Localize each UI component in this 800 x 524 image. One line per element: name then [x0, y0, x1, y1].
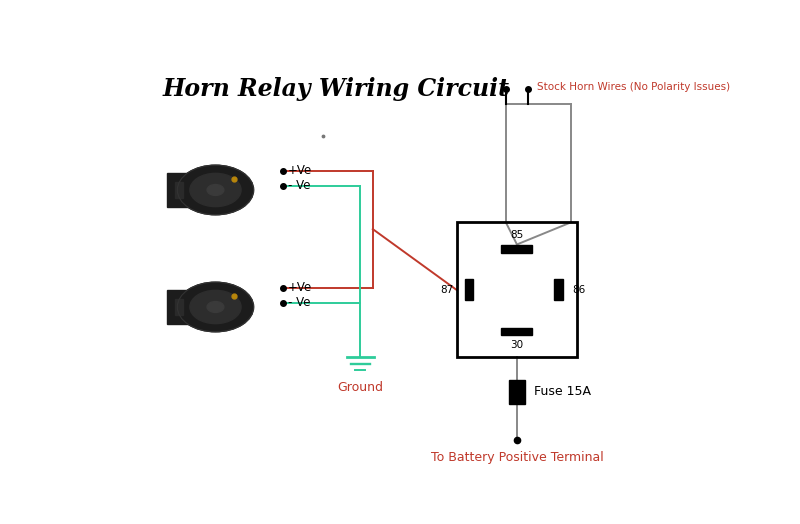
Bar — [175, 182, 183, 199]
Circle shape — [207, 184, 224, 195]
Text: 87: 87 — [440, 285, 454, 295]
Bar — [502, 245, 533, 253]
Bar — [166, 173, 202, 206]
Text: +Ve: +Ve — [288, 164, 312, 177]
Text: Stock Horn Wires (No Polarity Issues): Stock Horn Wires (No Polarity Issues) — [538, 82, 730, 92]
Text: +Ve: +Ve — [288, 281, 312, 294]
Circle shape — [207, 301, 224, 312]
Text: Ground: Ground — [338, 381, 383, 394]
Bar — [502, 328, 533, 335]
Circle shape — [178, 282, 254, 332]
Text: 86: 86 — [573, 285, 586, 295]
Text: - Ve: - Ve — [288, 297, 310, 310]
Circle shape — [190, 173, 241, 206]
Bar — [509, 379, 525, 404]
Text: Horn Relay Wiring Circuit: Horn Relay Wiring Circuit — [162, 77, 509, 101]
Text: To Battery Positive Terminal: To Battery Positive Terminal — [430, 451, 603, 464]
Circle shape — [190, 290, 241, 324]
Bar — [175, 299, 183, 315]
Bar — [465, 279, 474, 300]
Bar — [166, 290, 202, 324]
Bar — [554, 279, 563, 300]
Bar — [457, 222, 578, 357]
Text: 85: 85 — [510, 231, 523, 241]
Text: 30: 30 — [510, 340, 523, 350]
Text: Fuse 15A: Fuse 15A — [534, 385, 591, 398]
Circle shape — [178, 165, 254, 215]
Text: - Ve: - Ve — [288, 179, 310, 192]
